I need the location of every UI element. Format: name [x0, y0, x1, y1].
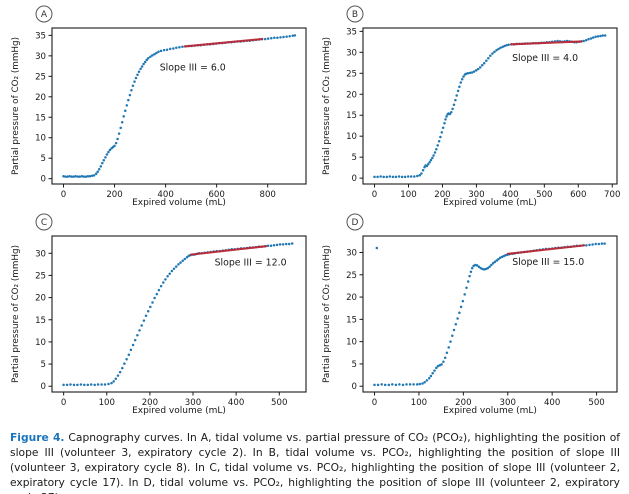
y-tick-label: 10 [35, 134, 46, 144]
panel-b: B 0 100 200 300 400 500 600 700 0 5 10 15 20 25 30 35 Slo… [317, 2, 623, 208]
y-tick-label: 25 [346, 69, 357, 79]
panel-d: D 0 100 200 300 400 500 0 5 10 15 20 25 30 Slope III =… [317, 210, 623, 416]
y-tick-label: 15 [346, 111, 357, 121]
y-tick-label: 10 [346, 338, 357, 348]
y-tick-label: 5 [41, 154, 46, 164]
y-tick-label: 0 [352, 382, 357, 392]
y-axis-label: Partial pressure of CO₂ (mmHg) [322, 245, 332, 383]
y-tick-label: 5 [352, 360, 357, 370]
x-tick-label: 100 [400, 190, 416, 200]
x-tick-label: 300 [468, 190, 484, 200]
x-tick-label: 100 [411, 398, 427, 408]
plot-frame [51, 235, 307, 393]
plot-frame [51, 27, 307, 185]
slope-annotation: Slope III = 4.0 [512, 53, 578, 64]
x-tick-label: 600 [570, 190, 586, 200]
y-axis-label: Partial pressure of CO₂ (mmHg) [11, 37, 21, 175]
panel-letter: D [352, 218, 359, 228]
x-tick-label: 500 [588, 398, 604, 408]
x-tick-label: 0 [372, 190, 377, 200]
slope-iii-line [510, 40, 583, 46]
panel-c: C 0 100 200 300 400 500 0 5 10 15 20 25 30 Slope III =… [6, 210, 312, 416]
x-tick-label: 800 [260, 190, 276, 200]
y-tick-label: 10 [346, 132, 357, 142]
x-tick-label: 500 [271, 398, 287, 408]
panel-letter: C [41, 218, 47, 228]
slope-iii-line [183, 38, 264, 48]
y-tick-label: 0 [352, 174, 357, 184]
x-tick-label: 200 [142, 398, 158, 408]
x-tick-label: 0 [372, 398, 377, 408]
capnography-plot: B 0 100 200 300 400 500 600 700 0 5 10 15 20 25 30 35 Slo… [322, 5, 620, 208]
y-tick-label: 0 [41, 175, 46, 185]
x-tick-label: 500 [536, 190, 552, 200]
y-tick-label: 20 [35, 294, 46, 304]
plot-frame [362, 235, 618, 393]
x-tick-label: 100 [99, 398, 115, 408]
figure-caption-label: Figure 4. [10, 431, 65, 444]
x-tick-label: 400 [502, 190, 518, 200]
y-tick-label: 25 [35, 72, 46, 82]
slope-iii-line [189, 245, 268, 256]
plot-frame [362, 27, 618, 185]
data-points [62, 34, 297, 178]
y-tick-label: 15 [35, 316, 46, 326]
x-tick-label: 200 [455, 398, 471, 408]
y-axis-label: Partial pressure of CO₂ (mmHg) [322, 37, 332, 175]
x-tick-label: 200 [434, 190, 450, 200]
x-tick-label: 300 [185, 398, 201, 408]
y-tick-label: 30 [35, 52, 46, 62]
slope-annotation: Slope III = 15.0 [512, 257, 584, 268]
x-tick-label: 600 [208, 190, 224, 200]
y-tick-label: 5 [352, 153, 357, 163]
y-tick-label: 35 [35, 31, 46, 41]
panel-letter: A [41, 10, 48, 20]
x-axis-label: Expired volume (mL) [443, 406, 537, 416]
x-axis-label: Expired volume (mL) [443, 198, 537, 208]
panel-a: A 0 200 400 600 800 0 5 10 15 20 25 30 35 Slope III = … [6, 2, 312, 208]
figure-caption-text: Capnography curves. In A, tidal volume v… [10, 431, 620, 494]
x-tick-label: 200 [106, 190, 122, 200]
slope-annotation: Slope III = 6.0 [160, 62, 226, 73]
y-tick-label: 5 [41, 360, 46, 370]
y-tick-label: 30 [346, 248, 357, 258]
capnography-plot: A 0 200 400 600 800 0 5 10 15 20 25 30 35 Slope III = … [11, 5, 307, 208]
capnography-plot: C 0 100 200 300 400 500 0 5 10 15 20 25 30 Slope III =… [11, 213, 307, 416]
y-tick-label: 20 [35, 93, 46, 103]
x-tick-label: 400 [157, 190, 173, 200]
y-tick-label: 10 [35, 338, 46, 348]
figure-caption: Figure 4. Capnography curves. In A, tida… [10, 430, 620, 494]
panel-letter-circle [35, 5, 53, 23]
y-tick-label: 15 [346, 315, 357, 325]
y-tick-label: 30 [35, 249, 46, 259]
x-axis-label: Expired volume (mL) [132, 198, 226, 208]
x-axis-label: Expired volume (mL) [132, 406, 226, 416]
y-axis-label: Partial pressure of CO₂ (mmHg) [11, 245, 21, 383]
x-tick-label: 400 [228, 398, 244, 408]
slope-annotation: Slope III = 12.0 [215, 258, 287, 269]
x-tick-label: 400 [544, 398, 560, 408]
x-tick-label: 0 [61, 190, 66, 200]
y-tick-label: 25 [346, 271, 357, 281]
x-tick-label: 300 [500, 398, 516, 408]
y-tick-label: 25 [35, 271, 46, 281]
capnography-plot: D 0 100 200 300 400 500 0 5 10 15 20 25 30 Slope III =… [322, 213, 618, 416]
y-tick-label: 0 [41, 382, 46, 392]
y-tick-label: 20 [346, 293, 357, 303]
panel-letter-circle [346, 5, 364, 23]
y-tick-label: 20 [346, 90, 357, 100]
x-tick-label: 0 [61, 398, 66, 408]
panel-letter: B [352, 10, 358, 20]
y-tick-label: 15 [35, 113, 46, 123]
y-tick-label: 30 [346, 48, 357, 58]
data-points [62, 242, 294, 387]
panel-letter-circle [35, 213, 53, 231]
slope-iii-line [506, 244, 586, 255]
x-tick-label: 700 [604, 190, 620, 200]
panel-letter-circle [346, 213, 364, 231]
y-tick-label: 35 [346, 27, 357, 37]
